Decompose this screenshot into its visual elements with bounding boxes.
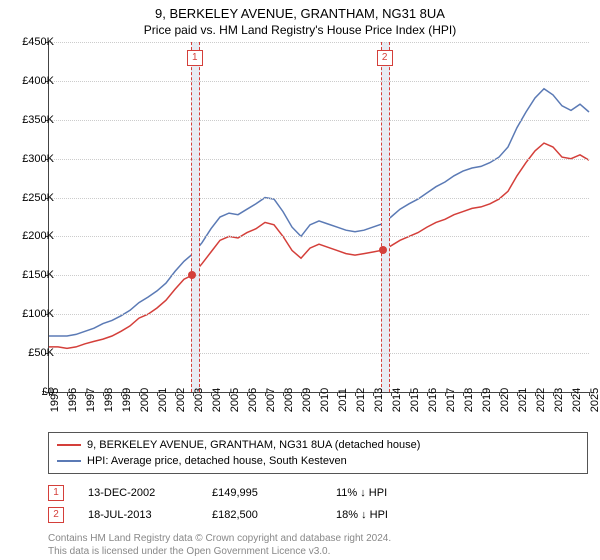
series-line-property [49,143,589,348]
x-tick-label: 2005 [229,388,241,412]
y-tick-label: £150K [22,269,54,281]
x-tick-label: 2003 [193,388,205,412]
y-tick-label: £300K [22,153,54,165]
x-tick-label: 2014 [391,388,403,412]
legend-label: HPI: Average price, detached house, Sout… [87,453,347,469]
legend-swatch [57,444,81,446]
x-tick-label: 2000 [139,388,151,412]
x-tick-label: 2012 [355,388,367,412]
x-tick-label: 2017 [445,388,457,412]
x-tick-label: 2018 [463,388,475,412]
x-tick-label: 2010 [319,388,331,412]
x-tick-label: 1997 [85,388,97,412]
legend-row: HPI: Average price, detached house, Sout… [57,453,579,469]
grid-line [49,275,589,276]
x-tick-label: 2015 [409,388,421,412]
grid-line [49,120,589,121]
x-tick-label: 2004 [211,388,223,412]
chart-svg [49,42,589,392]
x-tick-label: 2022 [535,388,547,412]
event-dot [379,246,387,254]
legend-label: 9, BERKELEY AVENUE, GRANTHAM, NG31 8UA (… [87,437,420,453]
x-tick-label: 2024 [571,388,583,412]
chart-plot-area: 1219951996199719981999200020012002200320… [48,42,589,393]
y-tick-label: £100K [22,308,54,320]
x-tick-label: 2025 [589,388,600,412]
grid-line [49,159,589,160]
event-price: £182,500 [212,509,312,521]
event-table: 1 13-DEC-2002 £149,995 11% ↓ HPI 2 18-JUL-201… [48,482,588,526]
x-tick-label: 2008 [283,388,295,412]
x-tick-label: 1998 [103,388,115,412]
event-row: 1 13-DEC-2002 £149,995 11% ↓ HPI [48,482,588,504]
x-tick-label: 2011 [337,388,349,412]
event-price: £149,995 [212,487,312,499]
y-tick-label: £450K [22,36,54,48]
grid-line [49,42,589,43]
event-date: 18-JUL-2013 [88,509,188,521]
footer-line-2: This data is licensed under the Open Gov… [48,545,588,558]
y-tick-label: £50K [28,347,54,359]
x-tick-label: 2023 [553,388,565,412]
x-tick-label: 1999 [121,388,133,412]
event-delta: 11% ↓ HPI [336,487,436,499]
grid-line [49,314,589,315]
event-date: 13-DEC-2002 [88,487,188,499]
event-marker: 2 [377,50,393,66]
event-band [191,42,200,392]
legend-box: 9, BERKELEY AVENUE, GRANTHAM, NG31 8UA (… [48,432,588,474]
x-tick-label: 1996 [67,388,79,412]
x-tick-label: 2001 [157,388,169,412]
grid-line [49,198,589,199]
y-tick-label: £200K [22,230,54,242]
legend-swatch [57,460,81,462]
series-line-hpi [49,89,589,336]
event-band [381,42,390,392]
x-tick-label: 2019 [481,388,493,412]
legend-row: 9, BERKELEY AVENUE, GRANTHAM, NG31 8UA (… [57,437,579,453]
x-tick-label: 2007 [265,388,277,412]
event-number-box: 1 [48,485,64,501]
legend-and-footer: 9, BERKELEY AVENUE, GRANTHAM, NG31 8UA (… [48,432,588,558]
event-delta: 18% ↓ HPI [336,509,436,521]
grid-line [49,81,589,82]
footer-line-1: Contains HM Land Registry data © Crown c… [48,532,588,545]
grid-line [49,236,589,237]
event-row: 2 18-JUL-2013 £182,500 18% ↓ HPI [48,504,588,526]
chart-subtitle: Price paid vs. HM Land Registry's House … [0,21,600,37]
x-tick-label: 2016 [427,388,439,412]
x-tick-label: 2006 [247,388,259,412]
grid-line [49,353,589,354]
y-tick-label: £400K [22,75,54,87]
x-tick-label: 2013 [373,388,385,412]
x-tick-label: 2002 [175,388,187,412]
event-dot [188,271,196,279]
event-number-box: 2 [48,507,64,523]
event-marker: 1 [187,50,203,66]
x-tick-label: 2020 [499,388,511,412]
x-tick-label: 2009 [301,388,313,412]
chart-title: 9, BERKELEY AVENUE, GRANTHAM, NG31 8UA [0,0,600,21]
y-tick-label: £250K [22,192,54,204]
y-tick-label: £0 [42,386,54,398]
footer-text: Contains HM Land Registry data © Crown c… [48,532,588,558]
y-tick-label: £350K [22,114,54,126]
x-tick-label: 2021 [517,388,529,412]
